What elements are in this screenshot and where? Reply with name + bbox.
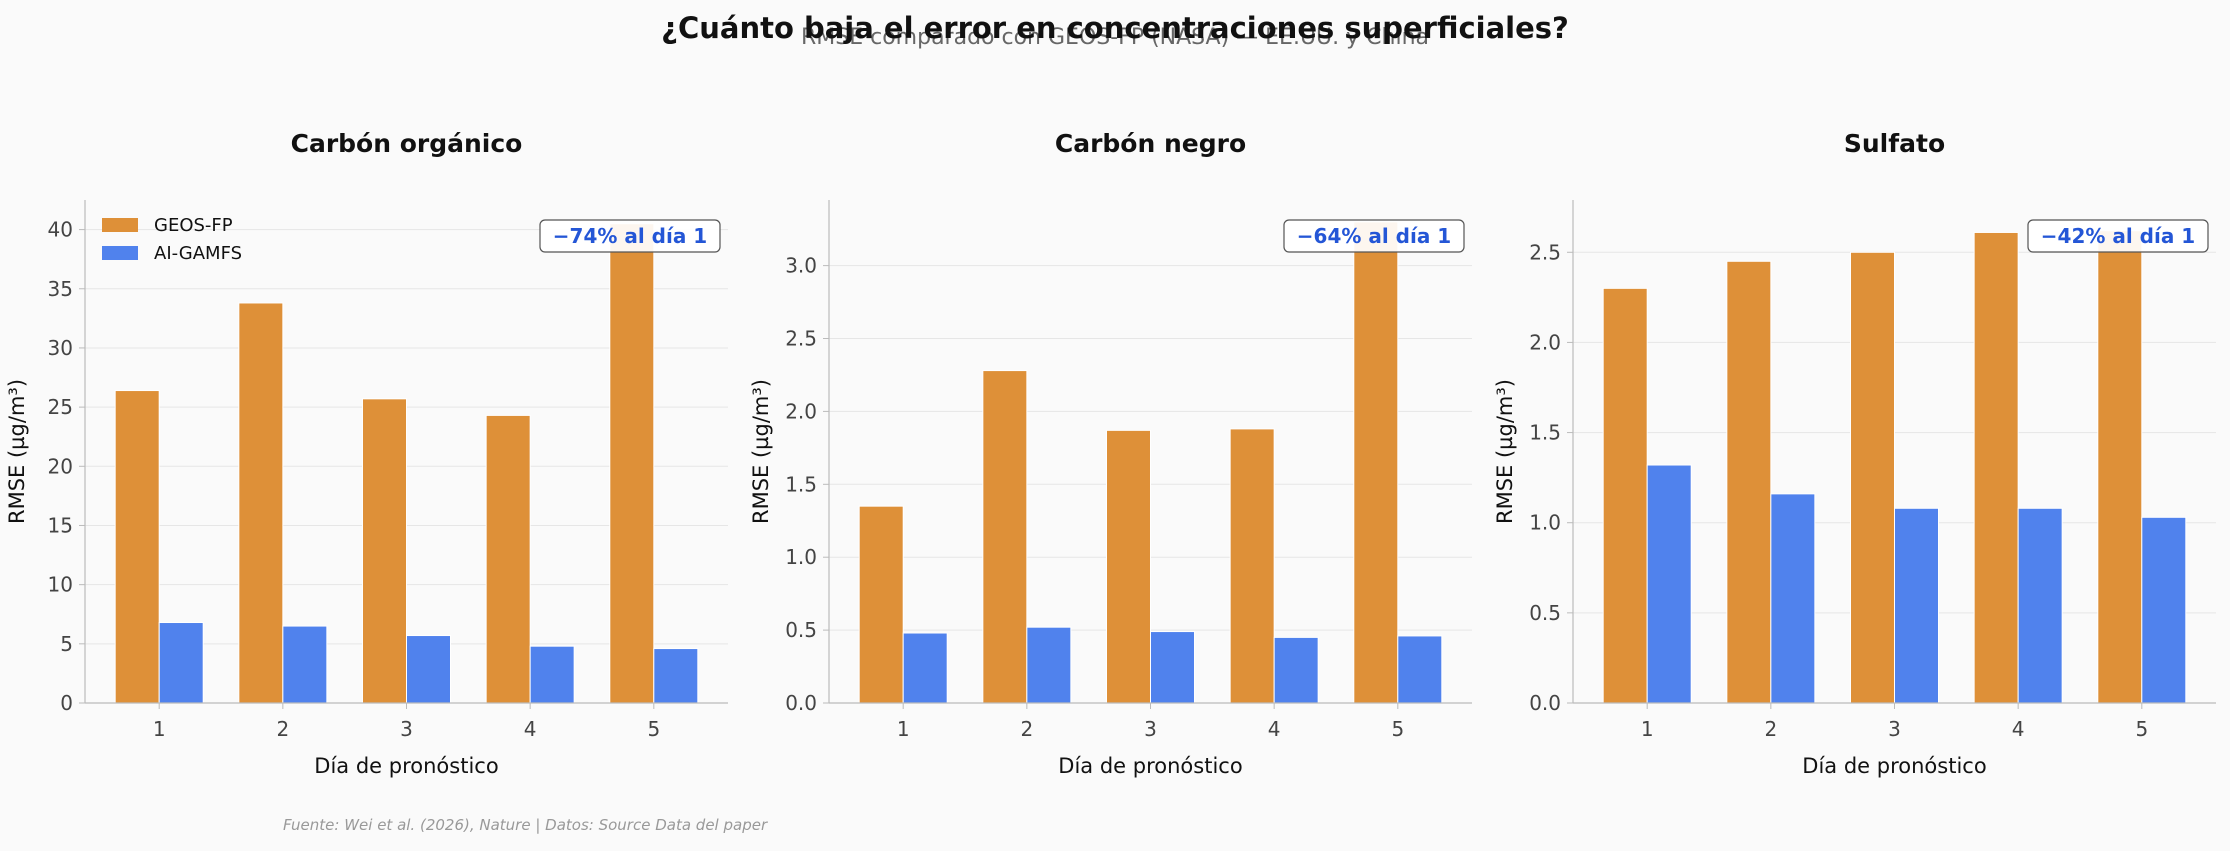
bar-geos-fp-day-5 — [1353, 221, 1399, 704]
bar-geos-fp-day-3 — [1106, 429, 1151, 704]
bar-ai-gamfs-day-1 — [1646, 464, 1692, 704]
legend-swatch-ai-gamfs — [102, 246, 138, 260]
x-tick-label: 1 — [153, 717, 166, 741]
y-tick-label: 2.0 — [785, 399, 817, 423]
x-tick-label: 2 — [1764, 717, 1777, 741]
y-tick-label: 0.0 — [785, 691, 817, 715]
x-tick-label: 4 — [1268, 717, 1281, 741]
y-tick-label: 1.0 — [1529, 511, 1561, 535]
annotation-text: −64% al día 1 — [1297, 224, 1451, 248]
x-axis-label: Día de pronóstico — [1802, 754, 1986, 778]
x-axis-label: Día de pronóstico — [1058, 754, 1242, 778]
y-tick-label: 2.0 — [1529, 330, 1561, 354]
x-tick-label: 1 — [897, 717, 910, 741]
bar-geos-fp-day-5 — [609, 223, 655, 704]
y-tick-label: 2.5 — [785, 327, 817, 351]
annotation-text: −42% al día 1 — [2041, 224, 2195, 248]
bar-ai-gamfs-day-2 — [1026, 626, 1072, 704]
x-tick-label: 2 — [1020, 717, 1033, 741]
annotation-text: −74% al día 1 — [553, 224, 707, 248]
y-tick-label: 1.5 — [1529, 421, 1561, 445]
bar-ai-gamfs-day-4 — [1273, 636, 1319, 704]
y-tick-label: 25 — [48, 395, 73, 419]
bar-ai-gamfs-day-3 — [406, 635, 451, 704]
bar-ai-gamfs-day-5 — [1397, 635, 1443, 704]
y-tick-label: 15 — [48, 513, 73, 537]
x-tick-label: 5 — [1391, 717, 1404, 741]
bar-geos-fp-day-2 — [238, 302, 284, 704]
bar-ai-gamfs-day-5 — [653, 648, 699, 704]
x-tick-label: 5 — [647, 717, 660, 741]
source-note: Fuente: Wei et al. (2026), Nature | Dato… — [283, 816, 768, 834]
chart-subtitle: RMSE comparado con GEOS-FP (NASA) — EE.U… — [801, 25, 1429, 50]
annotation-box — [539, 219, 721, 253]
annotation-box — [2027, 219, 2209, 253]
y-tick-label: 0.5 — [785, 618, 817, 642]
y-tick-label: 30 — [48, 336, 73, 360]
bar-ai-gamfs-day-5 — [2141, 516, 2187, 704]
bar-geos-fp-day-1 — [114, 390, 160, 704]
y-tick-label: 20 — [48, 454, 73, 478]
x-tick-label: 3 — [1888, 717, 1901, 741]
bar-ai-gamfs-day-4 — [2017, 507, 2063, 704]
panel-2: Carbón negro 0.0 0.5 1.0 1.5 2.0 2.5 3.0 1 2 3 4 5 Dí… — [749, 129, 1472, 778]
bar-geos-fp-day-3 — [362, 398, 407, 704]
x-axis-label: Día de pronóstico — [314, 754, 498, 778]
y-tick-label: 3.0 — [785, 254, 817, 278]
bar-geos-fp-day-2 — [982, 370, 1028, 704]
y-axis-label: RMSE (µg/m³) — [749, 379, 773, 524]
chart-title: ¿Cuánto baja el error en concentraciones… — [661, 11, 1569, 45]
legend-label-ai-gamfs: AI-GAMFS — [154, 243, 242, 264]
bar-ai-gamfs-day-2 — [282, 625, 328, 704]
legend-swatch-geos-fp — [102, 218, 138, 232]
x-tick-label: 4 — [524, 717, 537, 741]
y-tick-label: 1.5 — [785, 472, 817, 496]
y-tick-label: 0.5 — [1529, 601, 1561, 625]
y-tick-label: 0.0 — [1529, 691, 1561, 715]
y-tick-label: 2.5 — [1529, 240, 1561, 264]
bar-ai-gamfs-day-1 — [158, 622, 204, 704]
legend-label-geos-fp: GEOS-FP — [154, 215, 233, 236]
annotation-box — [1283, 219, 1465, 253]
bar-ai-gamfs-day-2 — [1770, 493, 1816, 704]
panel-3: Sulfato 0.0 0.5 1.0 1.5 2.0 2.5 1 2 3 4 5 Día de pro… — [1493, 129, 2216, 778]
y-tick-label: 40 — [48, 218, 73, 242]
bar-geos-fp-day-2 — [1726, 260, 1772, 704]
y-tick-label: 5 — [60, 632, 73, 656]
panel-title: Carbón orgánico — [291, 129, 523, 158]
x-tick-label: 3 — [1144, 717, 1157, 741]
bar-geos-fp-day-1 — [858, 505, 904, 704]
panel-title: Carbón negro — [1055, 129, 1246, 158]
bar-ai-gamfs-day-1 — [902, 632, 948, 704]
x-tick-label: 4 — [2012, 717, 2025, 741]
y-axis-label: RMSE (µg/m³) — [5, 379, 29, 524]
bar-geos-fp-day-4 — [485, 414, 531, 704]
y-tick-label: 1.0 — [785, 545, 817, 569]
panel-title: Sulfato — [1844, 129, 1945, 158]
bar-geos-fp-day-4 — [1229, 428, 1275, 704]
bar-geos-fp-day-3 — [1850, 251, 1895, 704]
bar-geos-fp-day-1 — [1602, 287, 1648, 704]
x-tick-label: 5 — [2135, 717, 2148, 741]
x-tick-label: 1 — [1641, 717, 1654, 741]
bar-ai-gamfs-day-4 — [529, 645, 575, 704]
x-tick-label: 2 — [276, 717, 289, 741]
y-tick-label: 35 — [48, 277, 73, 301]
panel-1: Carbón orgánico 0 5 10 15 20 25 30 35 40 1 2 3 4 5 Día … — [5, 129, 728, 778]
y-tick-label: 0 — [60, 691, 73, 715]
bar-ai-gamfs-day-3 — [1894, 507, 1939, 704]
y-tick-label: 10 — [48, 573, 73, 597]
bar-geos-fp-day-5 — [2097, 230, 2143, 704]
bar-geos-fp-day-4 — [1973, 231, 2019, 704]
bar-ai-gamfs-day-3 — [1150, 631, 1195, 704]
y-axis-label: RMSE (µg/m³) — [1493, 379, 1517, 524]
x-tick-label: 3 — [400, 717, 413, 741]
